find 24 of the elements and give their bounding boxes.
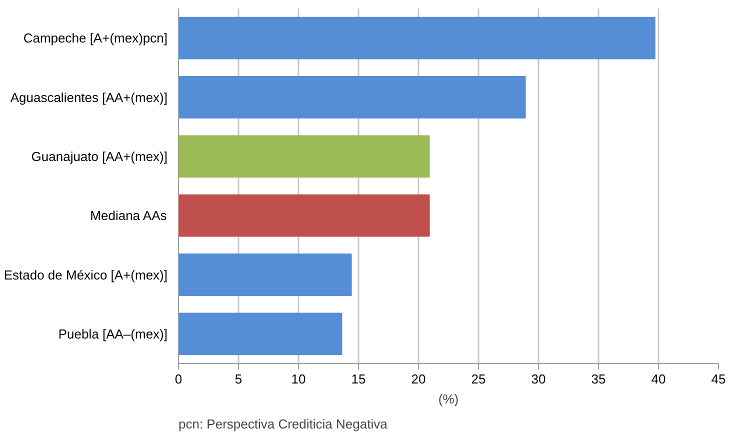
x-axis-title: (%) (438, 392, 459, 406)
x-tick-label: 20 (411, 372, 426, 386)
x-tick-label: 45 (711, 372, 726, 386)
x-tick-label: 10 (291, 372, 306, 386)
bar (178, 16, 656, 60)
x-tick-label: 40 (651, 372, 666, 386)
bar (178, 194, 430, 237)
bar (178, 312, 342, 356)
y-tick-label: Estado de México [A+(mex)] (4, 267, 168, 282)
text: pcn: Perspectiva Crediticia Negativa (178, 416, 388, 432)
bar (178, 76, 526, 118)
y-tick-label: Aguascalientes [AA+(mex)] (10, 90, 168, 105)
x-tick-label: 5 (234, 372, 242, 386)
x-tick-label: 15 (351, 372, 366, 386)
x-tick-label: 30 (531, 372, 546, 386)
bar (178, 135, 430, 178)
y-tick-label: Puebla [AA–(mex)] (58, 326, 168, 342)
y-tick-label: Campeche [A+(mex)pcn] (23, 30, 168, 46)
y-tick-label: Guanajuato [AA+(mex)] (31, 148, 168, 164)
x-tick-label: 0 (174, 372, 182, 386)
y-tick-label: Mediana AAs (90, 208, 168, 224)
x-tick-label: 35 (591, 372, 606, 386)
bar (178, 254, 352, 296)
x-tick-label: 25 (471, 372, 486, 386)
